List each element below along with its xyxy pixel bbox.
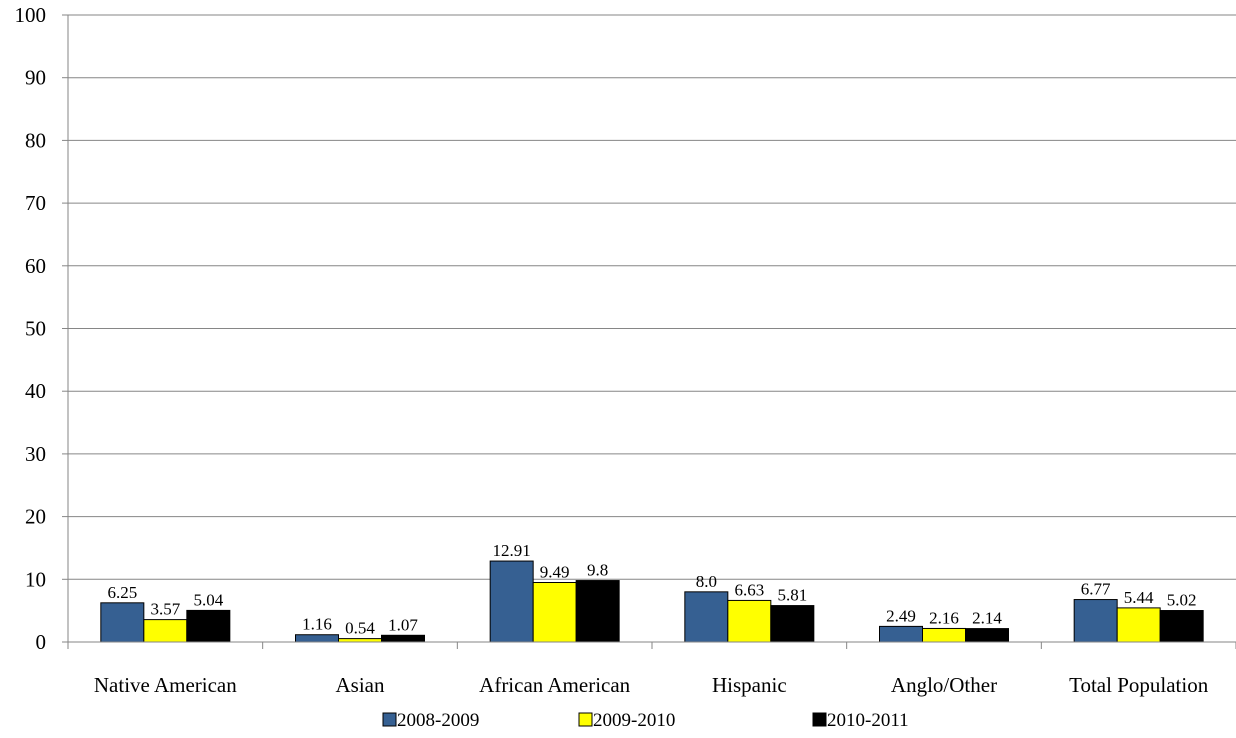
bar [489, 560, 534, 643]
data-label: 12.91 [493, 541, 531, 560]
legend-swatch [812, 712, 827, 727]
data-label: 9.49 [540, 562, 570, 581]
bar [879, 625, 923, 643]
category-label: Anglo/Other [891, 673, 997, 697]
data-label: 5.02 [1167, 591, 1197, 610]
bars [100, 560, 1204, 643]
data-label: 3.57 [150, 600, 180, 619]
bar [770, 605, 815, 643]
data-label: 5.81 [777, 586, 807, 605]
bar [727, 599, 772, 643]
data-label: 2.14 [972, 609, 1002, 628]
bar [1116, 607, 1161, 643]
y-tick-label: 10 [25, 567, 46, 591]
legend-label: 2009-2010 [593, 710, 675, 731]
category-label: African American [479, 673, 631, 697]
bar [1073, 599, 1118, 643]
data-label: 6.25 [107, 583, 137, 602]
data-label: 6.63 [734, 580, 764, 599]
legend-label: 2008-2009 [397, 710, 479, 731]
bar [186, 609, 231, 643]
bar [295, 634, 339, 643]
data-label: 2.49 [886, 606, 916, 625]
data-label: 9.8 [587, 561, 608, 580]
y-tick-label: 70 [25, 191, 46, 215]
gridlines [68, 14, 1236, 580]
y-tick-label: 30 [25, 442, 46, 466]
data-label: 8.0 [696, 572, 717, 591]
bar [143, 619, 188, 643]
category-label: Asian [336, 673, 385, 697]
data-label: 6.77 [1081, 580, 1111, 599]
bar [922, 627, 966, 643]
bar [1159, 610, 1204, 643]
y-tick-label: 60 [25, 254, 46, 278]
axes: 0 10 20 30 40 50 60 70 80 90 100 Native American Asi… [15, 3, 1236, 697]
legend-swatch [578, 712, 593, 727]
bar [684, 591, 729, 643]
legend: 2008-2009 2009-2010 2010-2011 [382, 710, 909, 731]
bar [532, 581, 577, 643]
legend-swatch [382, 712, 397, 727]
data-label: 2.16 [929, 608, 959, 627]
y-tick-label: 0 [36, 630, 47, 654]
y-tick-label: 40 [25, 379, 46, 403]
data-labels: 6.25 1.16 12.91 8.0 2.49 6.77 3.57 0.54 9.49 6.63… [107, 541, 1196, 638]
y-tick-label: 90 [25, 66, 46, 90]
y-tick-label: 100 [15, 3, 47, 27]
category-label: Hispanic [712, 673, 787, 697]
bar [575, 580, 620, 643]
data-label: 1.07 [388, 615, 418, 634]
data-label: 1.16 [302, 615, 332, 634]
bar [965, 628, 1009, 643]
category-label: Native American [94, 673, 237, 697]
y-tick-label: 80 [25, 128, 46, 152]
y-tick-label: 20 [25, 505, 46, 529]
category-label: Total Population [1069, 673, 1209, 697]
bar [100, 602, 145, 643]
data-label: 5.44 [1124, 588, 1154, 607]
data-label: 5.04 [193, 590, 223, 609]
legend-label: 2010-2011 [827, 710, 909, 731]
bar [338, 638, 382, 643]
data-label: 0.54 [345, 619, 375, 638]
y-tick-label: 50 [25, 317, 46, 341]
bar [381, 634, 425, 643]
